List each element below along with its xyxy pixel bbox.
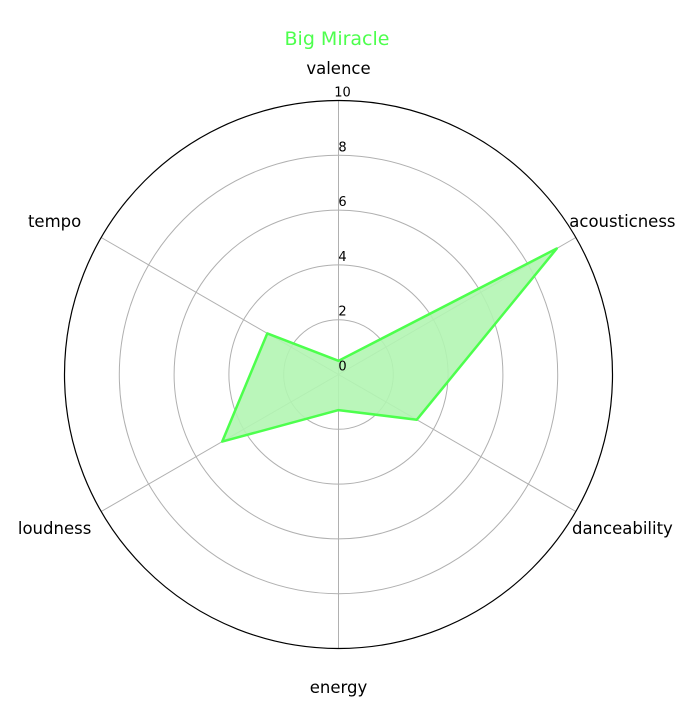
grid bbox=[63, 99, 614, 650]
chart-title: Big Miracle bbox=[285, 28, 390, 50]
tick-labels: 0 2 4 6 8 10 bbox=[334, 86, 351, 375]
axis-label-loudness: loudness bbox=[18, 519, 91, 538]
outer-frame bbox=[63, 99, 614, 650]
axis-labels: valence acousticness danceability energy lou… bbox=[18, 59, 676, 697]
tick-label: 10 bbox=[334, 86, 351, 101]
tick-label: 6 bbox=[338, 195, 346, 210]
axis-label-acousticness: acousticness bbox=[569, 212, 675, 231]
axis-label-energy: energy bbox=[310, 678, 368, 697]
series-area bbox=[220, 247, 559, 443]
axis-label-danceability: danceability bbox=[572, 519, 673, 538]
series-layer bbox=[220, 247, 559, 443]
tick-label: 4 bbox=[338, 250, 346, 265]
axis-label-valence: valence bbox=[306, 59, 370, 78]
tick-label: 0 bbox=[338, 360, 346, 375]
tick-label: 2 bbox=[338, 305, 346, 320]
axis-label-tempo: tempo bbox=[28, 212, 81, 231]
tick-label: 8 bbox=[338, 140, 346, 155]
